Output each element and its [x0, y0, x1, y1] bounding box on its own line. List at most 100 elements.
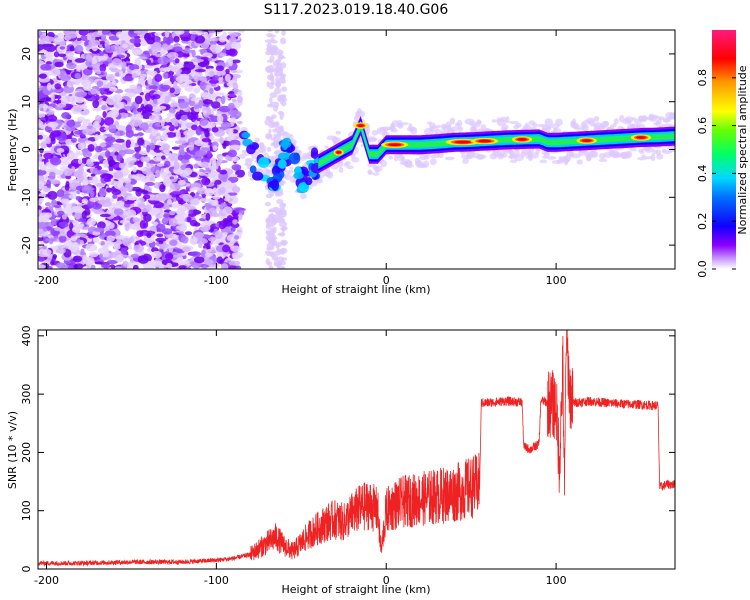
spectrogram-noise-cell: [227, 109, 239, 116]
spectrogram-noise-cell: [221, 176, 228, 183]
x-tick-label: -100: [204, 274, 229, 287]
spectrogram-noise-cell: [123, 192, 129, 202]
spectrogram-halo-cell: [553, 128, 562, 133]
spectrogram-noise-cell: [125, 209, 137, 218]
spectrogram-noise-cell: [102, 110, 107, 119]
spectrogram-noise-cell: [175, 130, 181, 140]
spectrogram-blob: [241, 132, 251, 139]
spectrogram-noise-cell: [128, 161, 135, 167]
spectrogram-noise-cell: [176, 214, 185, 223]
chart-title: S117.2023.019.18.40.G06: [264, 2, 449, 18]
spectrogram-noise-cell: [279, 202, 286, 210]
spectrogram-noise-cell: [86, 161, 94, 167]
spectrogram-noise-cell: [202, 110, 207, 114]
x-tick-label: -100: [204, 574, 229, 587]
spectrogram-noise-cell: [281, 86, 288, 92]
spectrogram-noise-cell: [124, 200, 135, 205]
spectrogram-noise-cell: [228, 93, 236, 98]
spectrogram-noise-cell: [220, 121, 232, 130]
spectrogram-noise-cell: [276, 198, 284, 205]
spectrogram-noise-cell: [136, 199, 141, 204]
spectrogram-halo-cell: [471, 123, 478, 130]
spectrogram-blob: [252, 171, 264, 181]
spectrogram-noise-cell: [38, 180, 45, 190]
spectrogram-noise-cell: [78, 30, 89, 36]
spectrogram-noise-cell: [231, 156, 240, 163]
spectrogram-noise-cell: [205, 213, 211, 221]
spectrogram-noise-cell: [227, 102, 235, 110]
spectrogram-halo-cell: [338, 167, 344, 173]
spectrogram-halo-cell: [466, 151, 475, 159]
spectrogram-noise-cell: [267, 261, 273, 266]
spectrogram-noise-cell: [38, 153, 42, 162]
spectrogram-noise-cell: [225, 43, 231, 51]
spectrogram-noise-cell: [231, 186, 241, 193]
spectrogram-noise-cell: [194, 231, 204, 239]
spectrogram-noise-cell: [216, 115, 224, 123]
spectrogram-noise-cell: [124, 179, 131, 184]
spectrogram-noise-cell: [203, 259, 214, 265]
spectrogram-noise-cell: [227, 176, 239, 183]
spectrogram-noise-cell: [165, 132, 177, 138]
spectrogram-noise-cell: [160, 118, 165, 127]
spectrogram-noise-cell: [107, 62, 115, 68]
spectrogram-noise-cell: [277, 241, 282, 248]
spectrogram-noise-cell: [99, 142, 107, 148]
spectrogram-halo-cell: [501, 124, 509, 130]
spectrogram-noise-cell: [173, 248, 183, 253]
spectrogram-noise-cell: [84, 140, 93, 144]
spectrogram-noise-cell: [168, 124, 175, 132]
spectrogram-noise-cell: [232, 129, 239, 134]
spectrogram-noise-cell: [178, 265, 186, 269]
spectrogram-noise-cell: [113, 170, 124, 179]
spectrogram-noise-cell: [47, 115, 58, 122]
spectrogram-noise-cell: [81, 210, 87, 220]
spectrogram-noise-cell: [55, 247, 66, 254]
spectrogram-noise-cell: [57, 53, 67, 58]
spectrogram-noise-cell: [46, 179, 52, 188]
spectrogram-noise-cell: [212, 160, 217, 167]
spectrogram-noise-cell: [74, 95, 85, 104]
spectrogram-noise-cell: [79, 134, 86, 139]
spectrogram-noise-cell: [38, 134, 43, 140]
spectrogram-noise-cell: [136, 114, 144, 120]
spectrogram-noise-cell: [232, 253, 241, 260]
spectrogram-noise-cell: [173, 35, 180, 43]
ridge-hotspot-red: [357, 124, 365, 127]
spectrogram-noise-cell: [224, 128, 234, 135]
spectrogram-halo-cell: [545, 126, 552, 130]
spectrogram-noise-cell: [228, 48, 238, 57]
spectrogram-noise-cell: [65, 175, 72, 180]
spectrogram-noise-cell: [266, 81, 270, 88]
spectrogram-halo-cell: [451, 126, 461, 132]
spectrogram-halo-cell: [576, 159, 583, 165]
spectrogram-noise-cell: [212, 187, 218, 196]
spectrogram-noise-cell: [265, 230, 271, 236]
spectrogram-noise-cell: [63, 240, 74, 249]
spectrogram-blob: [298, 182, 310, 193]
spectrogram-noise-cell: [227, 192, 238, 196]
spectrogram-noise-cell: [94, 145, 103, 153]
spectrogram-noise-cell: [154, 32, 162, 37]
spectrogram-noise-cell: [193, 104, 200, 110]
spectrogram-noise-cell: [44, 125, 52, 133]
spectrogram-noise-cell: [38, 253, 50, 258]
spectrogram-noise-cell: [40, 63, 52, 71]
spectrogram-noise-cell: [169, 183, 181, 190]
spectrogram-noise-cell: [101, 262, 111, 269]
spectrogram-noise-cell: [160, 50, 167, 56]
spectrogram-noise-cell: [281, 30, 286, 36]
spectrogram-noise-cell: [236, 226, 243, 235]
y-tick-label: -20: [20, 236, 33, 254]
spectrogram-noise-cell: [38, 112, 46, 119]
spectrogram-noise-cell: [59, 46, 66, 50]
spectrogram-noise-cell: [267, 42, 272, 46]
spectrogram-noise-cell: [122, 260, 129, 267]
ridge-hotspot-red: [517, 138, 528, 141]
spectrogram-noise-cell: [222, 140, 227, 150]
spectrogram-noise-cell: [238, 30, 245, 33]
spectrogram-halo-cell: [400, 122, 409, 126]
spectrogram-noise-cell: [146, 36, 155, 45]
spectrogram-noise-cell: [154, 73, 163, 82]
